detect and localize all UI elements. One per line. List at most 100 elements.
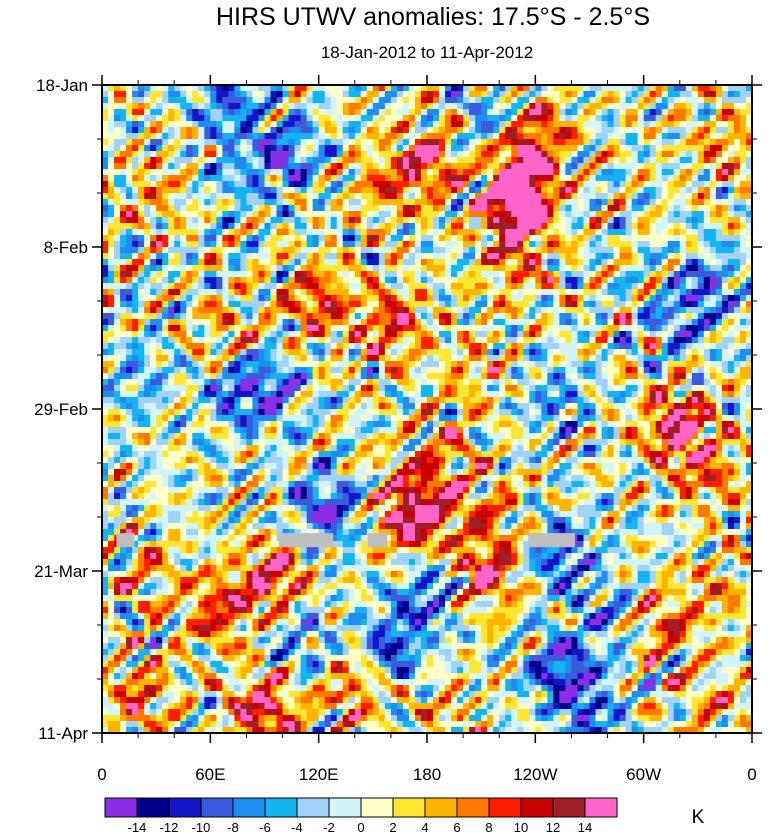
field-cell <box>348 181 356 188</box>
field-cell <box>691 271 699 278</box>
field-cell <box>463 223 470 230</box>
field-cell <box>126 127 133 134</box>
field-cell <box>312 97 320 104</box>
field-cell <box>288 217 296 224</box>
field-cell <box>553 259 561 266</box>
field-cell <box>685 277 693 284</box>
field-cell <box>240 169 248 176</box>
field-cell <box>535 343 542 350</box>
field-cell <box>733 289 741 296</box>
field-cell <box>601 121 609 128</box>
field-cell <box>210 163 217 170</box>
field-cell <box>318 265 326 272</box>
field-cell <box>685 169 693 176</box>
field-cell <box>505 187 512 194</box>
field-cell <box>114 121 121 128</box>
field-cell <box>589 283 597 290</box>
field-cell <box>294 283 302 290</box>
field-cell <box>481 301 488 308</box>
field-cell <box>505 349 512 356</box>
field-cell <box>715 127 723 134</box>
field-cell <box>408 211 416 218</box>
field-cell <box>655 253 663 260</box>
field-cell <box>174 157 181 164</box>
field-cell <box>204 325 211 332</box>
field-cell <box>312 175 320 182</box>
field-cell <box>288 145 296 152</box>
field-cell <box>192 277 199 284</box>
field-cell <box>174 163 181 170</box>
field-cell <box>559 157 567 164</box>
field-cell <box>420 349 428 356</box>
field-cell <box>577 229 585 236</box>
field-cell <box>649 145 657 152</box>
field-cell <box>234 307 242 314</box>
field-cell <box>649 175 657 182</box>
field-cell <box>414 337 422 344</box>
field-cell <box>499 283 506 290</box>
field-cell <box>228 85 236 92</box>
field-cell <box>324 283 332 290</box>
field-cell <box>661 325 669 332</box>
field-cell <box>625 169 633 176</box>
field-cell <box>643 247 651 254</box>
field-cell <box>679 205 687 212</box>
field-cell <box>661 343 669 350</box>
field-cell <box>192 199 199 206</box>
field-cell <box>390 115 398 122</box>
field-cell <box>655 133 663 140</box>
field-cell <box>288 307 296 314</box>
field-cell <box>661 103 669 110</box>
field-cell <box>108 295 115 302</box>
field-cell <box>294 211 302 218</box>
field-cell <box>342 325 350 332</box>
field-cell <box>300 85 308 92</box>
field-cell <box>727 337 735 344</box>
field-cell <box>727 145 735 152</box>
field-cell <box>204 229 211 236</box>
field-cell <box>210 247 217 254</box>
field-cell <box>739 181 747 188</box>
field-cell <box>505 175 512 182</box>
field-cell <box>721 271 729 278</box>
field-cell <box>727 115 735 122</box>
field-cell <box>168 157 175 164</box>
field-cell <box>306 247 314 254</box>
field-cell <box>577 109 585 116</box>
field-cell <box>234 355 242 362</box>
field-cell <box>294 193 302 200</box>
field-cell <box>631 151 639 158</box>
field-cell <box>138 157 145 164</box>
field-cell <box>451 151 458 158</box>
field-cell <box>481 325 488 332</box>
field-cell <box>342 91 350 98</box>
field-cell <box>427 121 434 128</box>
field-cell <box>505 121 512 128</box>
field-cell <box>336 307 344 314</box>
field-cell <box>270 85 278 92</box>
field-cell <box>427 145 434 152</box>
field-cell <box>366 91 374 98</box>
field-cell <box>192 253 199 260</box>
field-cell <box>589 247 597 254</box>
field-cell <box>306 151 314 158</box>
field-cell <box>258 295 266 302</box>
field-cell <box>499 115 506 122</box>
field-cell <box>300 91 308 98</box>
field-cell <box>439 235 446 242</box>
field-cell <box>174 325 181 332</box>
field-cell <box>174 97 181 104</box>
field-cell <box>306 313 314 320</box>
field-cell <box>577 271 585 278</box>
field-cell <box>222 331 229 338</box>
field-cell <box>745 97 752 104</box>
field-cell <box>234 301 242 308</box>
field-cell <box>469 85 476 92</box>
field-cell <box>661 157 669 164</box>
field-cell <box>270 187 278 194</box>
field-cell <box>420 241 428 248</box>
field-cell <box>613 133 621 140</box>
field-cell <box>354 121 362 128</box>
field-cell <box>156 325 163 332</box>
field-cell <box>679 211 687 218</box>
